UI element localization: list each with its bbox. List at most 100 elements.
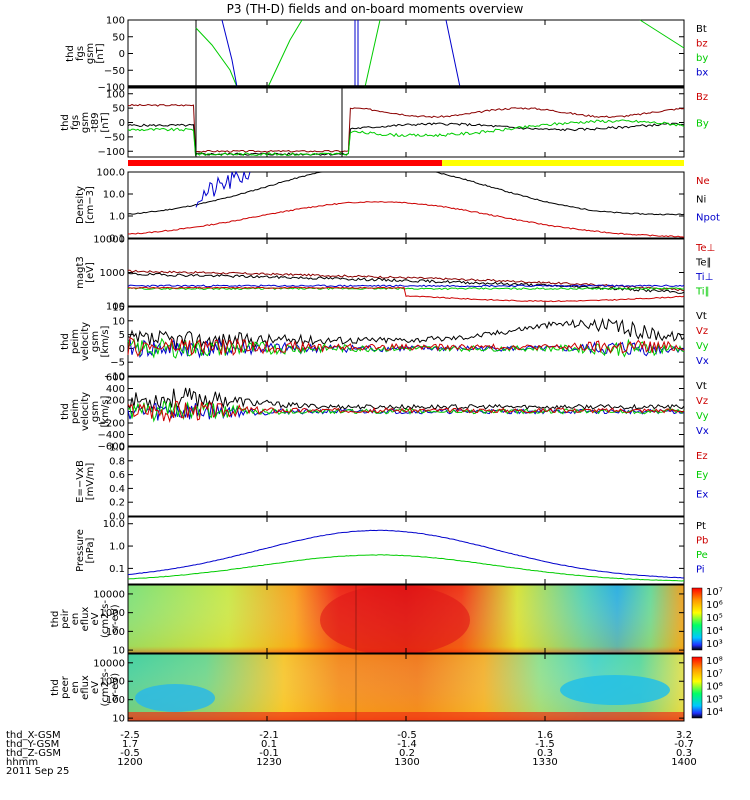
te-par-trace — [127, 272, 685, 294]
colorbar-label: 10⁵ — [706, 613, 723, 624]
y-axis-label: (cm2-s- — [100, 600, 111, 638]
y-tick-label: 10000 — [93, 589, 125, 600]
y-tick-label: −600 — [98, 442, 125, 453]
footer-value: -0.5 — [397, 730, 417, 741]
footer-value: 1300 — [394, 757, 420, 768]
panel-temp — [127, 238, 685, 307]
y-tick-label: 400 — [106, 384, 125, 395]
y-tick-label: 600 — [106, 373, 125, 384]
y-tick-label: 50 — [112, 32, 125, 43]
panel-peer_spec — [127, 653, 703, 722]
by-trace — [195, 27, 238, 88]
by-trace — [364, 19, 381, 88]
high-flux-region — [320, 585, 470, 655]
y-tick-label: −50 — [104, 132, 125, 143]
y-tick-label: 0.1 — [109, 234, 125, 245]
panel-frame — [127, 19, 685, 88]
footer-value: -0.1 — [259, 748, 279, 759]
bx-trace — [221, 19, 238, 88]
legend-entry: Ey — [696, 470, 708, 481]
legend-entry: Bz — [696, 92, 708, 103]
legend-entry: Vx — [696, 426, 709, 437]
y-tick-label: 10000 — [93, 235, 125, 246]
y-axis-label: [km/s] — [100, 325, 111, 357]
y-axis-label: gsm — [80, 112, 91, 133]
y-axis-label: [cm−3] — [85, 186, 96, 224]
legend-entry: Ni — [696, 194, 706, 205]
y-axis-label: [eV] — [85, 262, 96, 283]
y-axis-label: Density — [75, 186, 86, 224]
colorbar-label: 10⁴ — [706, 626, 723, 637]
y-tick-label: 1.0 — [109, 542, 125, 553]
footer-value: 1400 — [671, 757, 697, 768]
y-axis-label: gsm — [85, 43, 96, 64]
y-tick-label: 100 — [106, 302, 125, 313]
by-trace — [127, 119, 685, 157]
y-tick-label: 50 — [112, 104, 125, 115]
y-axis-label: [km/s] — [100, 395, 111, 427]
ti-perp-trace — [127, 284, 685, 288]
legend-entry: Bt — [696, 24, 707, 35]
bz-trace — [127, 103, 685, 153]
y-tick-label: 100 — [106, 89, 125, 100]
legend-entry: Vy — [696, 411, 709, 422]
y-tick-label: 10 — [112, 714, 125, 725]
colorbar-label: 10⁸ — [706, 656, 723, 667]
mode-bar-yellow — [442, 160, 684, 166]
legend-entry: Ex — [696, 489, 708, 500]
y-tick-label: 1000 — [100, 268, 125, 279]
ne-trace — [127, 201, 685, 238]
panel-density — [127, 171, 685, 239]
footer-value: 0.2 — [399, 748, 415, 759]
panel-frame — [127, 446, 685, 517]
mode-bar-red — [128, 160, 442, 166]
y-axis-label: [nPa] — [85, 537, 96, 563]
y-tick-label: 100 — [106, 16, 125, 27]
colorbar-label: 10⁵ — [706, 694, 723, 705]
y-axis-label: peer — [60, 675, 71, 699]
bt-trace — [127, 122, 685, 156]
legend-entry: Vz — [696, 396, 708, 407]
legend-entry: Te∥ — [695, 258, 712, 269]
legend-entry: bx — [696, 68, 708, 79]
y-tick-label: −200 — [98, 419, 125, 430]
y-tick-label: 1000 — [100, 608, 125, 619]
y-tick-label: −50 — [104, 66, 125, 77]
y-axis-label: thd — [60, 333, 71, 350]
colorbar-label: 10⁷ — [706, 669, 723, 680]
y-axis-label: sr-eV) — [110, 673, 121, 702]
y-tick-label: 0 — [119, 118, 125, 129]
y-axis-label: peim — [70, 399, 81, 424]
y-tick-label: −100 — [98, 83, 125, 94]
legend-entry: bz — [696, 39, 708, 50]
y-tick-label: 1.0 — [109, 443, 125, 454]
y-tick-label: 0.1 — [109, 564, 125, 575]
legend-entry: Ti⊥ — [695, 272, 713, 283]
panel-peir_spec — [127, 584, 703, 655]
y-tick-label: −10 — [104, 372, 125, 383]
footer-value: 0.3 — [676, 748, 692, 759]
y-tick-label: 10 — [112, 646, 125, 657]
y-tick-label: 0 — [119, 344, 125, 355]
y-tick-label: 0.0 — [109, 512, 125, 523]
y-axis-label: magt3 — [75, 256, 86, 289]
y-tick-label: 200 — [106, 396, 125, 407]
pe-trace — [127, 554, 685, 582]
footer-value: -1.5 — [535, 739, 555, 750]
y-axis-label: gsm — [90, 331, 101, 352]
y-tick-label: 15 — [112, 303, 125, 314]
y-axis-label: thd — [60, 403, 71, 420]
colorbar-label: 10⁶ — [706, 682, 723, 693]
pi-trace — [127, 529, 685, 579]
y-axis-label: thd — [50, 679, 61, 696]
ephemeris-footer: thd_X-GSM -2.5 -2.1 -0.5 1.6 3.2 thd_Y-G… — [6, 731, 726, 797]
colorbar-label: 10³ — [706, 639, 723, 650]
legend-entry: Ne — [696, 176, 710, 187]
legend-entry: Vt — [696, 311, 707, 322]
y-axis-label: sr-eV) — [110, 604, 121, 633]
y-axis-label: Pressure — [75, 529, 86, 572]
legend-entry: Vx — [696, 356, 709, 367]
low-flux-region — [560, 675, 670, 705]
low-flux-region — [135, 684, 215, 712]
